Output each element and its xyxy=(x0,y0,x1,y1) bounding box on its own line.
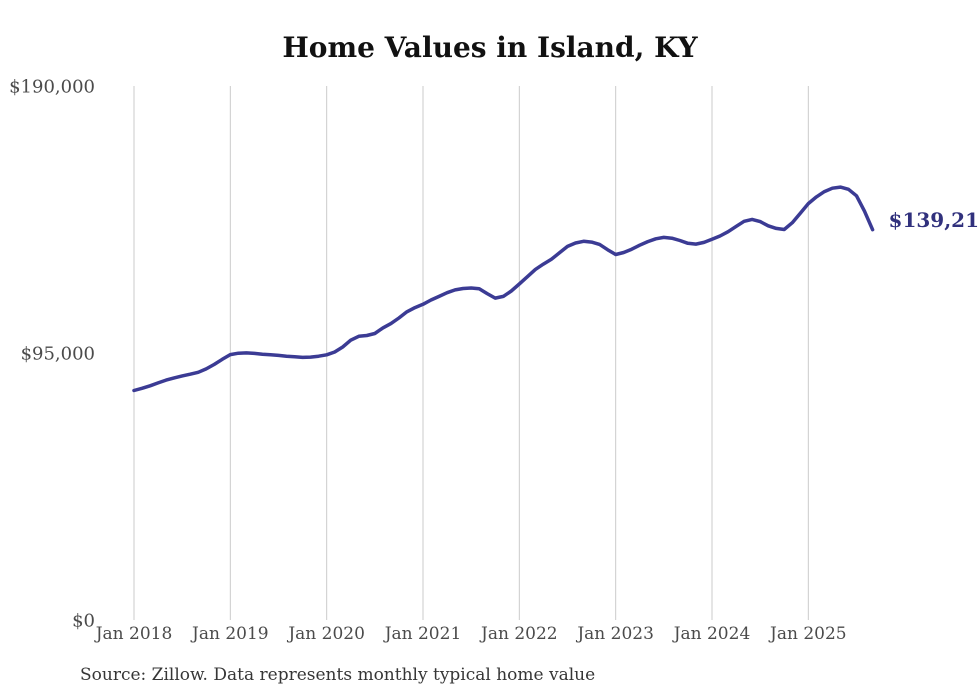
x-axis-label: Jan 2021 xyxy=(384,624,462,644)
y-axis-label-top: $190,000 xyxy=(9,76,95,98)
latest-value-label: $139,211 xyxy=(888,207,980,232)
source-note: Source: Zillow. Data represents monthly … xyxy=(80,665,596,685)
home-value-line xyxy=(132,185,875,393)
x-axis-label: Jan 2025 xyxy=(770,624,847,644)
x-axis-label: Jan 2023 xyxy=(577,624,654,644)
x-axis-label: Jan 2019 xyxy=(192,624,269,644)
y-axis-label-zero: $0 xyxy=(72,610,95,632)
x-axis-label: Jan 2020 xyxy=(288,624,365,644)
x-axis-label: Jan 2022 xyxy=(481,624,558,644)
x-axis-label: Jan 2018 xyxy=(95,624,173,644)
y-axis-label-mid: $95,000 xyxy=(20,343,95,365)
chart-title: Home Values in Island, KY xyxy=(282,31,698,64)
x-axis-label: Jan 2024 xyxy=(673,624,751,644)
